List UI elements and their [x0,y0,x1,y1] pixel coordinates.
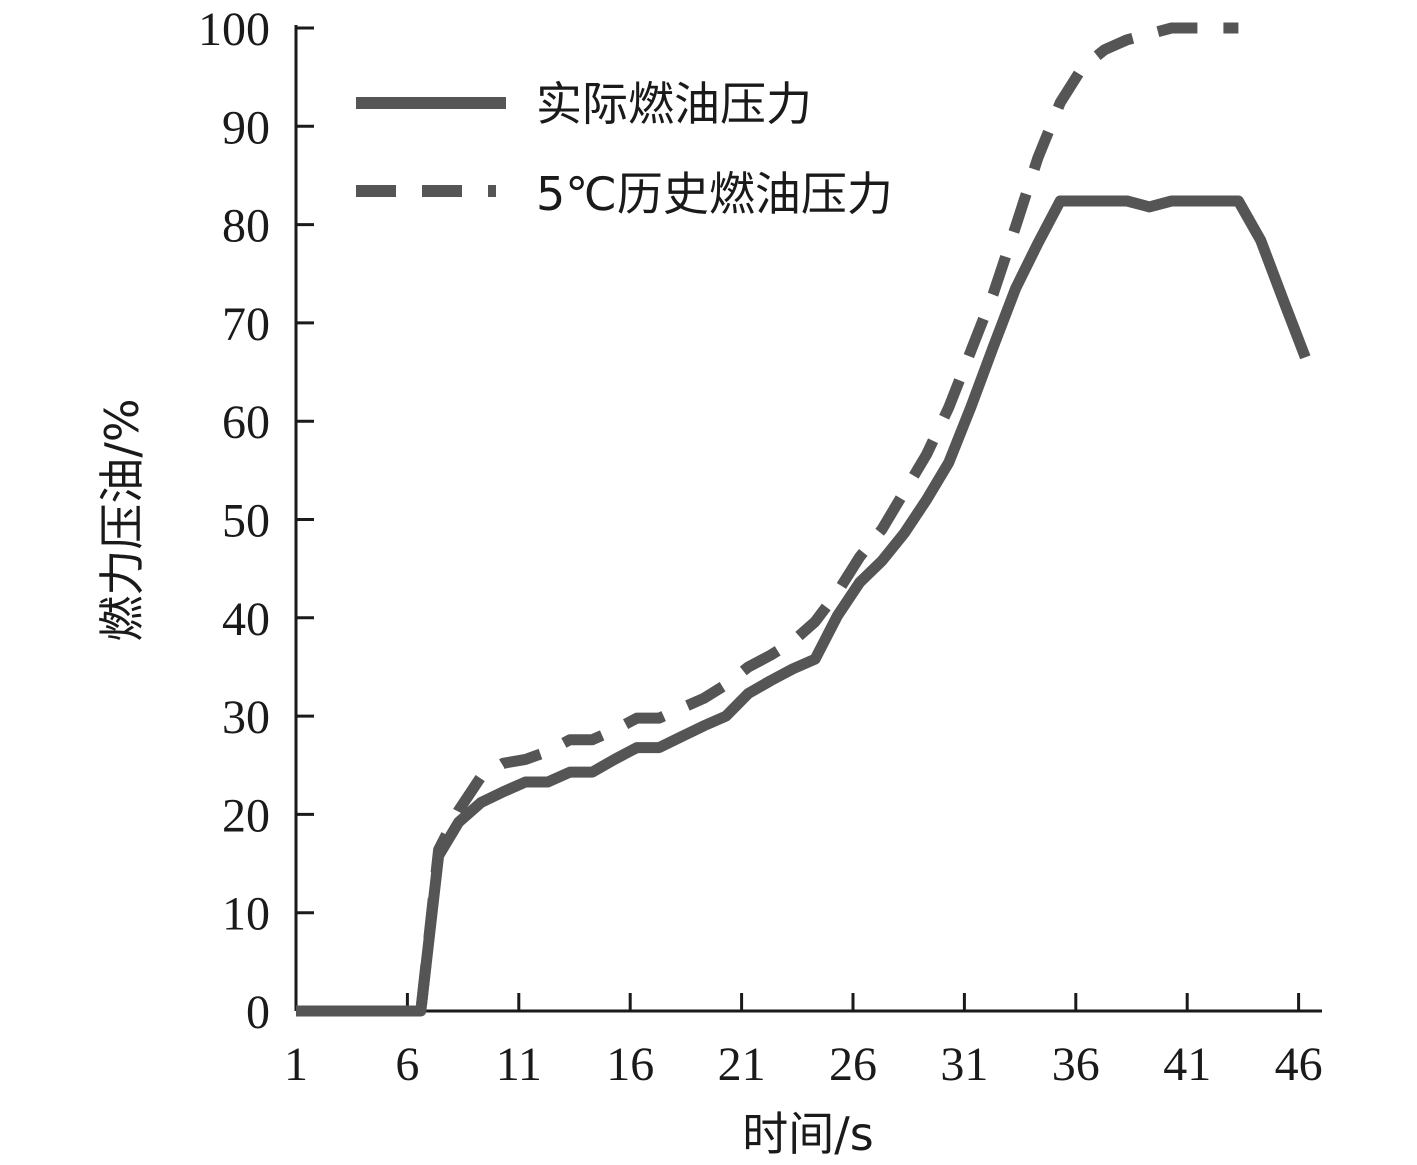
x-tick-label: 26 [829,1038,877,1091]
legend-label-historical: 5℃历史燃油压力 [536,167,893,221]
x-tick-label: 46 [1275,1038,1323,1091]
series-line-actual [296,195,1311,1017]
x-tick-label: 36 [1052,1038,1100,1091]
x-tick-label: 21 [718,1038,766,1091]
x-tick-label: 1 [284,1038,308,1091]
x-tick-label: 31 [940,1038,988,1091]
y-tick-label: 20 [222,789,270,842]
y-tick-label: 10 [222,888,270,941]
y-tick-label: 50 [222,495,270,548]
y-tick-label: 60 [222,396,270,449]
legend: 实际燃油压力 5℃历史燃油压力 [356,77,893,221]
x-ticks: 1 6 11 16 21 26 31 36 41 46 [284,993,1323,1091]
y-tick-label: 30 [222,691,270,744]
x-tick-label: 11 [496,1038,542,1091]
x-tick-label: 41 [1163,1038,1211,1091]
y-tick-label: 40 [222,593,270,646]
y-tick-label: 0 [246,986,270,1039]
y-tick-label: 100 [198,3,270,56]
y-tick-label: 80 [222,200,270,253]
y-axis-title: 燃力压油/% [95,398,149,641]
series [296,22,1311,1017]
y-tick-label: 90 [222,101,270,154]
x-tick-label: 6 [395,1038,419,1091]
x-tick-label: 16 [606,1038,654,1091]
y-tick-label: 70 [222,298,270,351]
y-ticks: 0 10 20 30 40 50 60 70 80 90 100 [198,3,314,1039]
x-axis-title: 时间/s [742,1107,873,1161]
legend-label-actual: 实际燃油压力 [536,77,812,131]
series-line-historical [296,22,1239,1017]
